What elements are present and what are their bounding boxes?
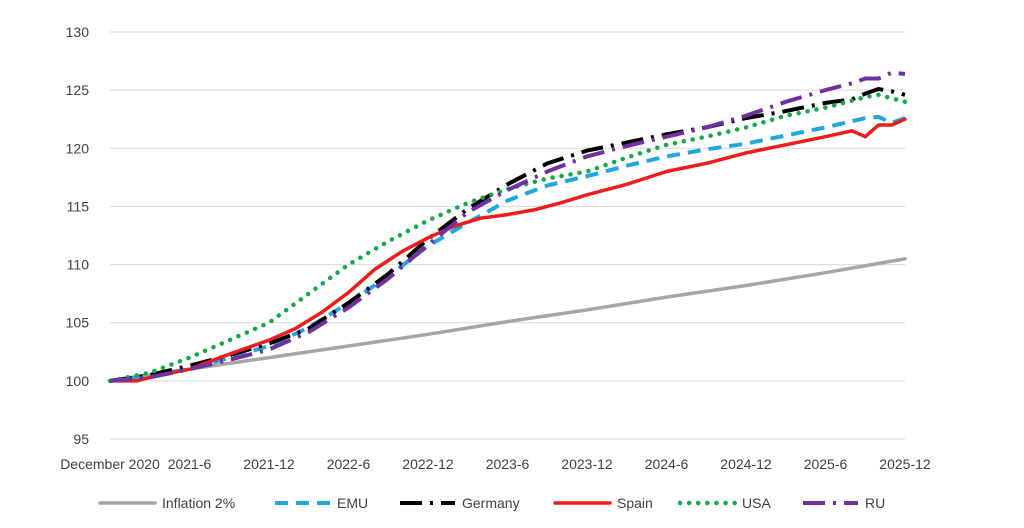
series-line-inflation-2	[108, 257, 907, 383]
x-tick-label: 2021-6	[168, 456, 212, 472]
y-tick-label: 115	[67, 198, 90, 214]
x-tick-label: 2024-6	[645, 456, 689, 472]
x-tick-label: December 2020	[60, 456, 160, 472]
legend-label: EMU	[337, 495, 368, 511]
legend-label: Germany	[462, 495, 520, 511]
legend-label: Inflation 2%	[162, 495, 235, 511]
x-tick-label: 2023-6	[486, 456, 530, 472]
x-tick-label: 2022-12	[402, 456, 454, 472]
series-line-emu	[109, 114, 906, 383]
y-tick-label: 110	[67, 257, 90, 273]
series-line-ru	[109, 70, 906, 383]
series-line-spain	[108, 117, 907, 383]
x-tick-label: 2021-12	[243, 456, 295, 472]
x-tick-label: 2025-6	[804, 456, 848, 472]
y-tick-label: 100	[66, 373, 90, 389]
series-lines	[107, 70, 908, 384]
legend-label: RU	[865, 495, 885, 511]
y-tick-label: 105	[66, 315, 90, 331]
x-tick-label: 2023-12	[561, 456, 613, 472]
y-axis-ticks: 95 100 105 110 115 120 125 130	[66, 24, 90, 447]
legend: Inflation 2% EMU Germany Spain USA RU	[98, 495, 885, 511]
x-tick-label: 2024-12	[720, 456, 772, 472]
series-line-germany	[109, 87, 906, 383]
y-tick-label: 130	[66, 24, 90, 40]
x-tick-label: 2025-12	[879, 456, 931, 472]
x-tick-label: 2022-6	[327, 456, 371, 472]
series-line-usa	[107, 92, 908, 384]
legend-label: USA	[742, 495, 771, 511]
legend-label: Spain	[617, 495, 653, 511]
gridlines	[110, 31, 905, 440]
x-axis-ticks: December 2020 2021-6 2021-12 2022-6 2022-12 2…	[60, 456, 931, 472]
y-tick-label: 125	[66, 82, 90, 98]
y-tick-label: 120	[66, 140, 90, 156]
y-tick-label: 95	[73, 431, 89, 447]
